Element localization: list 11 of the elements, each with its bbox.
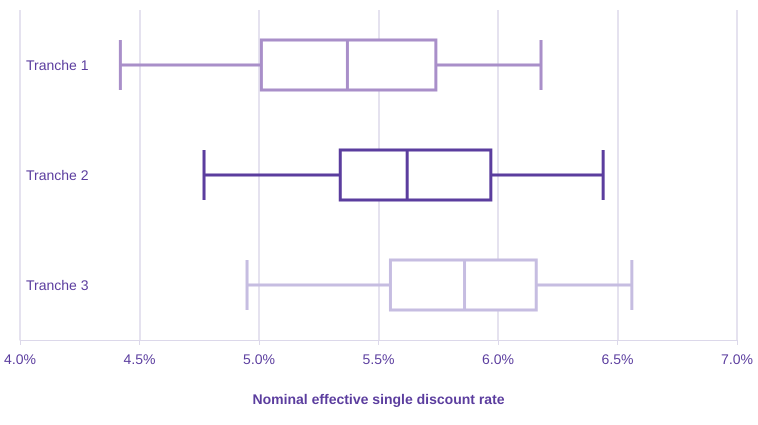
- x-tick-label: 7.0%: [721, 351, 753, 367]
- x-tick-label: 4.5%: [124, 351, 156, 367]
- x-tick-label: 4.0%: [4, 351, 36, 367]
- y-tick-label: Tranche 3: [26, 277, 89, 293]
- x-tick-label: 5.0%: [243, 351, 275, 367]
- x-tick-label: 6.0%: [482, 351, 514, 367]
- x-tick-label: 5.5%: [362, 351, 394, 367]
- x-tick-label: 6.5%: [602, 351, 634, 367]
- y-tick-label: Tranche 1: [26, 57, 89, 73]
- y-tick-label: Tranche 2: [26, 167, 89, 183]
- x-axis-title: Nominal effective single discount rate: [252, 391, 505, 407]
